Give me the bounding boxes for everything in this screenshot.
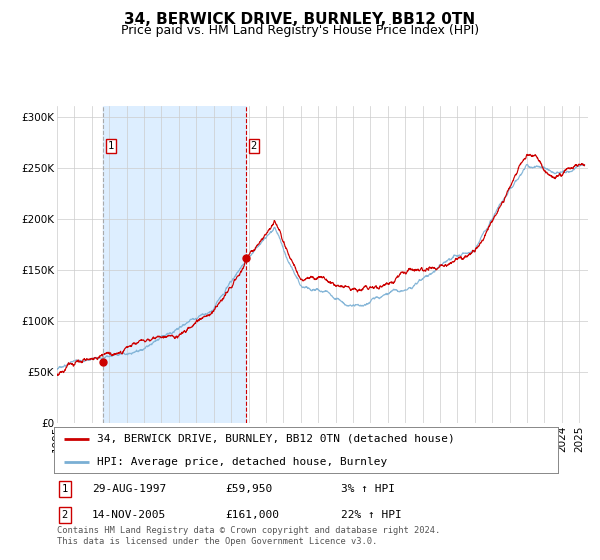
Text: 2: 2 bbox=[62, 510, 68, 520]
Text: 22% ↑ HPI: 22% ↑ HPI bbox=[341, 510, 402, 520]
Bar bbox=[103, 106, 246, 423]
Text: 1: 1 bbox=[62, 484, 68, 494]
Text: Contains HM Land Registry data © Crown copyright and database right 2024.
This d: Contains HM Land Registry data © Crown c… bbox=[57, 526, 440, 546]
Text: 29-AUG-1997: 29-AUG-1997 bbox=[92, 484, 166, 494]
Text: 14-NOV-2005: 14-NOV-2005 bbox=[92, 510, 166, 520]
Text: 2: 2 bbox=[251, 141, 257, 151]
Text: Price paid vs. HM Land Registry's House Price Index (HPI): Price paid vs. HM Land Registry's House … bbox=[121, 24, 479, 36]
Text: £59,950: £59,950 bbox=[226, 484, 272, 494]
Text: 34, BERWICK DRIVE, BURNLEY, BB12 0TN: 34, BERWICK DRIVE, BURNLEY, BB12 0TN bbox=[124, 12, 476, 27]
Text: 34, BERWICK DRIVE, BURNLEY, BB12 0TN (detached house): 34, BERWICK DRIVE, BURNLEY, BB12 0TN (de… bbox=[97, 434, 455, 444]
Text: HPI: Average price, detached house, Burnley: HPI: Average price, detached house, Burn… bbox=[97, 457, 387, 466]
Text: £161,000: £161,000 bbox=[226, 510, 280, 520]
Text: 1: 1 bbox=[107, 141, 114, 151]
Text: 3% ↑ HPI: 3% ↑ HPI bbox=[341, 484, 395, 494]
